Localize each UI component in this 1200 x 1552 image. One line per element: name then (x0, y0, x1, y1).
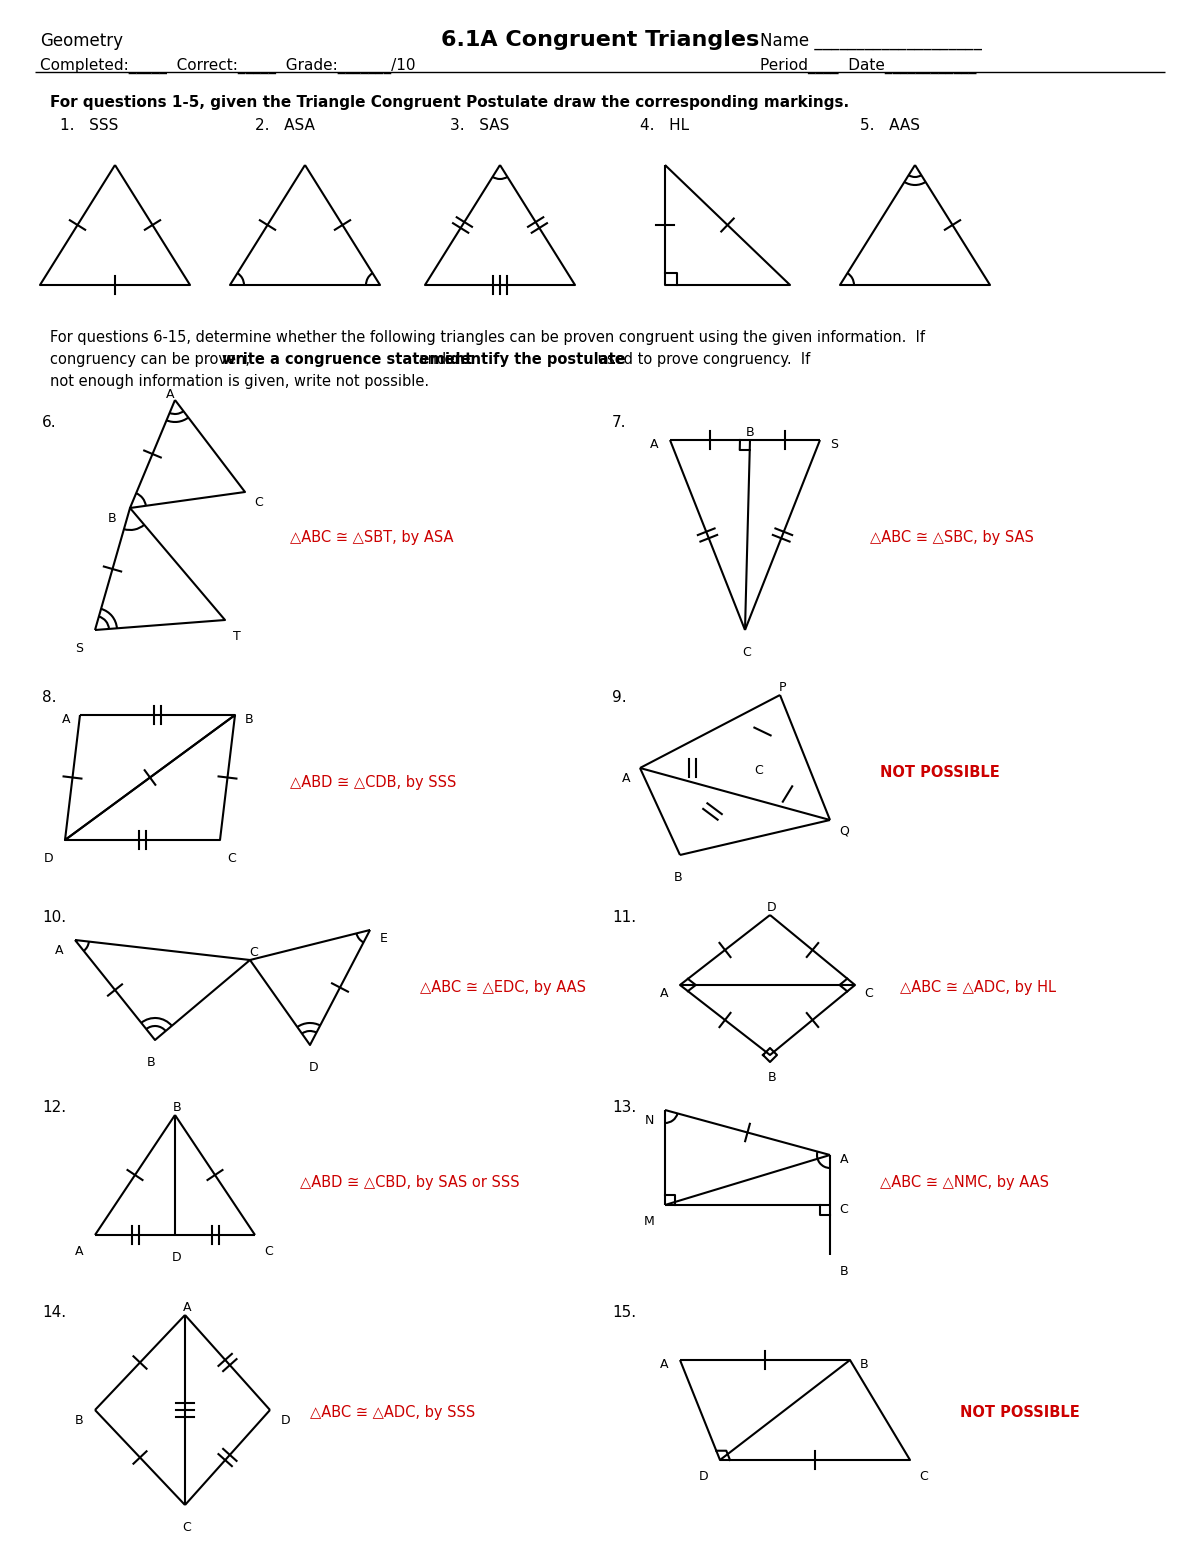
Text: 7.: 7. (612, 414, 626, 430)
Text: D: D (281, 1414, 290, 1426)
Text: Completed:_____  Correct:_____  Grade:_______/10: Completed:_____ Correct:_____ Grade:____… (40, 57, 415, 74)
Text: 5.   AAS: 5. AAS (860, 118, 920, 133)
Text: B: B (245, 712, 253, 726)
Text: A: A (622, 771, 630, 785)
Text: A: A (660, 1358, 668, 1370)
Text: D: D (310, 1062, 319, 1074)
Text: △ABC ≅ △ADC, by SSS: △ABC ≅ △ADC, by SSS (310, 1405, 475, 1420)
Text: 10.: 10. (42, 909, 66, 925)
Text: △ABC ≅ △SBT, by ASA: △ABC ≅ △SBT, by ASA (290, 529, 454, 545)
Text: P: P (779, 681, 786, 694)
Text: A: A (840, 1153, 848, 1166)
Text: T: T (233, 630, 241, 643)
Text: M: M (643, 1215, 654, 1228)
Text: 11.: 11. (612, 909, 636, 925)
Text: and: and (414, 352, 451, 366)
Text: Period____  Date____________: Period____ Date____________ (760, 57, 977, 74)
Text: 9.: 9. (612, 691, 626, 705)
Text: B: B (745, 425, 755, 439)
Text: C: C (250, 947, 258, 959)
Text: B: B (108, 512, 116, 525)
Text: congruency can be proven,: congruency can be proven, (50, 352, 254, 366)
Text: 6.1A Congruent Triangles: 6.1A Congruent Triangles (440, 29, 760, 50)
Text: used to prove congruency.  If: used to prove congruency. If (593, 352, 810, 366)
Text: 2.   ASA: 2. ASA (256, 118, 314, 133)
Text: B: B (673, 871, 683, 885)
Text: 3.   SAS: 3. SAS (450, 118, 509, 133)
Text: C: C (865, 987, 874, 999)
Text: B: B (146, 1055, 155, 1069)
Text: S: S (74, 643, 83, 655)
Text: 15.: 15. (612, 1305, 636, 1321)
Text: C: C (840, 1203, 848, 1217)
Text: write a congruence statement: write a congruence statement (222, 352, 473, 366)
Text: △ABC ≅ △SBC, by SAS: △ABC ≅ △SBC, by SAS (870, 529, 1034, 545)
Text: △ABD ≅ △CDB, by SSS: △ABD ≅ △CDB, by SSS (290, 774, 456, 790)
Text: For questions 6-15, determine whether the following triangles can be proven cong: For questions 6-15, determine whether th… (50, 331, 925, 345)
Text: 4.   HL: 4. HL (640, 118, 689, 133)
Text: B: B (859, 1358, 869, 1370)
Text: D: D (172, 1251, 182, 1263)
Text: D: D (700, 1470, 709, 1484)
Text: C: C (182, 1521, 191, 1533)
Text: C: C (265, 1245, 274, 1259)
Text: not enough information is given, write not possible.: not enough information is given, write n… (50, 374, 430, 390)
Text: C: C (743, 646, 751, 660)
Text: A: A (55, 944, 64, 958)
Text: C: C (254, 497, 263, 509)
Text: 14.: 14. (42, 1305, 66, 1321)
Text: C: C (919, 1470, 929, 1484)
Text: A: A (649, 438, 659, 452)
Text: 6.: 6. (42, 414, 56, 430)
Text: A: A (61, 712, 71, 726)
Text: D: D (767, 902, 776, 914)
Text: △ABC ≅ △ADC, by HL: △ABC ≅ △ADC, by HL (900, 979, 1056, 995)
Text: Name ____________________: Name ____________________ (760, 33, 982, 50)
Text: △ABC ≅ △NMC, by AAS: △ABC ≅ △NMC, by AAS (880, 1175, 1049, 1190)
Text: For questions 1-5, given the Triangle Congruent Postulate draw the corresponding: For questions 1-5, given the Triangle Co… (50, 95, 850, 110)
Text: B: B (768, 1071, 776, 1083)
Text: B: B (840, 1265, 848, 1277)
Text: A: A (660, 987, 668, 999)
Text: A: A (166, 388, 174, 400)
Text: N: N (644, 1114, 654, 1127)
Text: identify the postulate: identify the postulate (445, 352, 625, 366)
Text: NOT POSSIBLE: NOT POSSIBLE (960, 1405, 1080, 1420)
Text: A: A (74, 1245, 83, 1259)
Text: B: B (74, 1414, 83, 1426)
Text: A: A (182, 1301, 191, 1315)
Text: S: S (830, 438, 838, 452)
Text: Geometry: Geometry (40, 33, 124, 50)
Text: 8.: 8. (42, 691, 56, 705)
Text: 12.: 12. (42, 1100, 66, 1114)
Text: C: C (228, 852, 236, 864)
Text: B: B (173, 1100, 181, 1114)
Text: 1.   SSS: 1. SSS (60, 118, 119, 133)
Text: C: C (755, 764, 763, 778)
Text: D: D (44, 852, 54, 864)
Text: Q: Q (839, 824, 848, 837)
Text: E: E (380, 933, 388, 945)
Text: △ABD ≅ △CBD, by SAS or SSS: △ABD ≅ △CBD, by SAS or SSS (300, 1175, 520, 1190)
Text: △ABC ≅ △EDC, by AAS: △ABC ≅ △EDC, by AAS (420, 979, 586, 995)
Text: 13.: 13. (612, 1100, 636, 1114)
Text: NOT POSSIBLE: NOT POSSIBLE (880, 765, 1000, 781)
